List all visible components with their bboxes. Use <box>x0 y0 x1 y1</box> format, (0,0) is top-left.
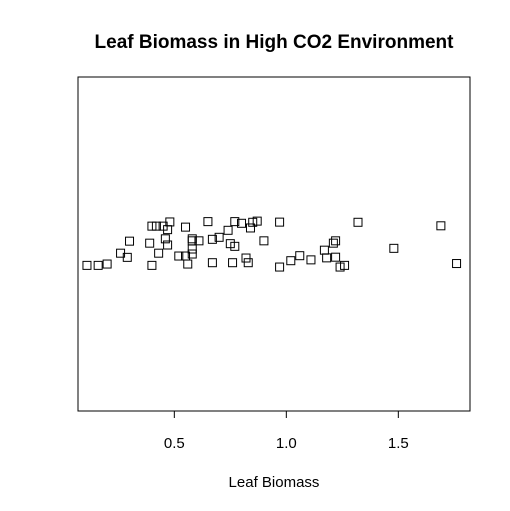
data-point <box>102 259 112 269</box>
data-point <box>223 225 233 235</box>
data-point <box>214 232 224 242</box>
data-point <box>319 245 329 255</box>
data-point <box>207 258 217 268</box>
chart-title: Leaf Biomass in High CO2 Environment <box>95 32 455 53</box>
x-axis-label: Leaf Biomass <box>229 474 320 491</box>
data-point <box>252 216 262 226</box>
x-tick-label: 1.5 <box>388 435 409 452</box>
data-point <box>230 217 240 227</box>
x-tick-label: 0.5 <box>164 435 185 452</box>
data-point <box>353 217 363 227</box>
data-point <box>452 259 462 269</box>
data-point <box>160 234 170 244</box>
data-point <box>93 260 103 270</box>
data-point <box>245 223 255 233</box>
data-point <box>145 238 155 248</box>
data-point <box>163 240 173 250</box>
data-point <box>295 251 305 261</box>
data-point <box>203 217 213 227</box>
data-point <box>228 258 238 268</box>
data-point <box>241 253 251 263</box>
data-points <box>82 216 462 272</box>
data-point <box>183 259 193 269</box>
data-point <box>230 241 240 251</box>
data-point <box>207 234 217 244</box>
data-point <box>306 255 316 265</box>
x-tick-label: 1.0 <box>276 435 297 452</box>
data-point <box>187 249 197 259</box>
data-point <box>194 236 204 246</box>
x-axis: 0.5 1.0 1.5 <box>164 410 409 452</box>
data-point <box>181 222 191 232</box>
data-point <box>275 262 285 272</box>
data-point <box>237 218 247 228</box>
data-point <box>187 236 197 246</box>
data-point <box>331 252 341 262</box>
data-point <box>147 260 157 270</box>
data-point <box>154 248 164 258</box>
data-point <box>174 251 184 261</box>
data-point <box>151 221 161 231</box>
data-point <box>328 238 338 248</box>
data-point <box>389 243 399 253</box>
data-point <box>165 217 175 227</box>
data-point <box>286 256 296 266</box>
plot-area-frame <box>77 76 471 412</box>
data-point <box>436 221 446 231</box>
data-point <box>340 260 350 270</box>
data-point <box>122 252 132 262</box>
data-point <box>275 217 285 227</box>
data-point <box>322 253 332 263</box>
data-point <box>259 236 269 246</box>
data-point <box>125 236 135 246</box>
data-point <box>243 258 253 268</box>
data-point <box>331 236 341 246</box>
data-point <box>82 260 92 270</box>
